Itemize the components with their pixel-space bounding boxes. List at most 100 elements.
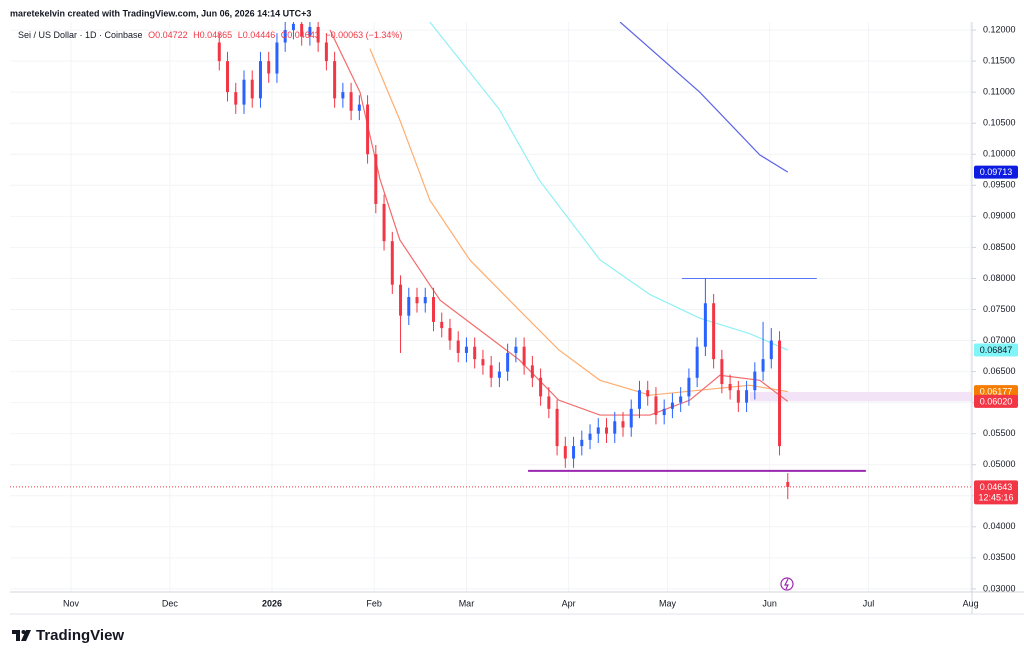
author-line: maretekelvin created with TradingView.co… [10, 8, 311, 18]
candle-body [530, 365, 534, 378]
x-tick-label: Aug [963, 598, 979, 608]
brand-logo: TradingView [12, 627, 124, 644]
candle-body [267, 61, 271, 74]
axes: 0.030000.035000.040000.045000.050000.055… [63, 24, 1018, 608]
candle-body [341, 92, 345, 99]
candle-body [555, 408, 559, 447]
y-tick-label: 0.09500 [983, 180, 1016, 190]
candle-body [415, 297, 419, 304]
y-tick-label: 0.11500 [983, 55, 1015, 65]
candle-body [629, 408, 633, 428]
candle-body [703, 303, 707, 347]
y-tick-label: 0.05000 [983, 459, 1016, 469]
price-tag-label: 0.06847 [980, 345, 1013, 355]
symbol: Sei / US Dollar · 1D · Coinbase [18, 30, 143, 40]
price-tag [974, 343, 1018, 357]
candle-body [440, 321, 444, 329]
candle-body [374, 154, 378, 204]
candle-body [423, 297, 427, 304]
y-tick-label: 0.08500 [983, 242, 1016, 252]
ohlc-high: H0.04865 [193, 30, 232, 40]
candle-body [308, 26, 312, 37]
candle-body [539, 377, 543, 397]
candle-body [481, 359, 485, 366]
candle-body [695, 346, 699, 378]
replay-circle[interactable] [780, 577, 794, 591]
x-tick-label: Feb [366, 598, 382, 608]
moving-average [429, 22, 789, 351]
candle-body [390, 241, 394, 285]
candle-body [399, 284, 403, 316]
candle-body [761, 359, 765, 372]
moving-average [329, 29, 789, 416]
candle-body [506, 352, 510, 372]
candle-body [258, 61, 262, 99]
candle-body [621, 421, 625, 428]
y-tick-label: 0.05500 [983, 428, 1016, 438]
y-tick-label: 0.09000 [983, 211, 1016, 221]
price-tag-label: 0.06020 [980, 396, 1013, 406]
candle-body [646, 390, 650, 397]
brand-name: TradingView [36, 627, 124, 644]
moving-average [619, 22, 789, 173]
countdown-label: 12:45:16 [978, 492, 1013, 502]
x-tick-label: 2026 [262, 598, 282, 608]
zone [749, 392, 972, 402]
candle-body [514, 346, 518, 353]
candle-body [588, 433, 592, 440]
candle-body [316, 26, 320, 43]
candle-body [736, 390, 740, 403]
ohlc-change: −0.00063 (−1.34%) [325, 30, 402, 40]
x-tick-label: Mar [459, 598, 475, 608]
logo-slash [21, 630, 31, 641]
candle-body [662, 408, 666, 416]
candle-body [226, 61, 230, 93]
candle-body [448, 328, 452, 341]
x-tick-label: Nov [63, 598, 80, 608]
y-tick-label: 0.10000 [983, 149, 1016, 159]
candle-body [407, 297, 411, 316]
x-tick-label: Dec [162, 598, 179, 608]
y-tick-label: 0.07500 [983, 304, 1016, 314]
candle-body [234, 92, 238, 105]
price-tag [974, 394, 1018, 408]
y-tick-label: 0.07000 [983, 335, 1016, 345]
last-price-label: 0.04643 [980, 482, 1013, 492]
y-tick-label: 0.03000 [983, 583, 1016, 593]
candle-body [728, 383, 732, 391]
candle-body [670, 402, 674, 409]
replay-icon[interactable] [780, 577, 794, 591]
candle-body [572, 446, 576, 459]
candle-body [547, 396, 551, 409]
y-tick-label: 0.12000 [983, 24, 1016, 34]
y-tick-label: 0.03500 [983, 552, 1016, 562]
candle-body [654, 396, 658, 416]
candle-body [291, 23, 295, 31]
candle-body [382, 203, 386, 242]
x-tick-label: Jul [863, 598, 875, 608]
x-tick-label: Jun [762, 598, 777, 608]
candle-body [580, 439, 584, 447]
x-tick-label: Apr [562, 598, 576, 608]
ohlc-close: C0.04643 [281, 30, 320, 40]
candle-body [357, 104, 361, 111]
candle-body [464, 346, 468, 353]
price-tag [974, 165, 1018, 179]
logo-mark [12, 630, 20, 641]
candle-body [217, 42, 221, 62]
candle-body [712, 303, 716, 360]
candle-body [679, 396, 683, 403]
candle-body [786, 481, 790, 487]
candle-body [605, 427, 609, 434]
replay-bolt[interactable] [784, 578, 789, 590]
candle-body [596, 427, 600, 434]
candle-body [613, 421, 617, 434]
y-tick-label: 0.11000 [983, 87, 1015, 97]
candle-body [745, 390, 749, 403]
candle-body [563, 446, 567, 459]
grid [10, 22, 972, 592]
candle-body [753, 371, 757, 391]
